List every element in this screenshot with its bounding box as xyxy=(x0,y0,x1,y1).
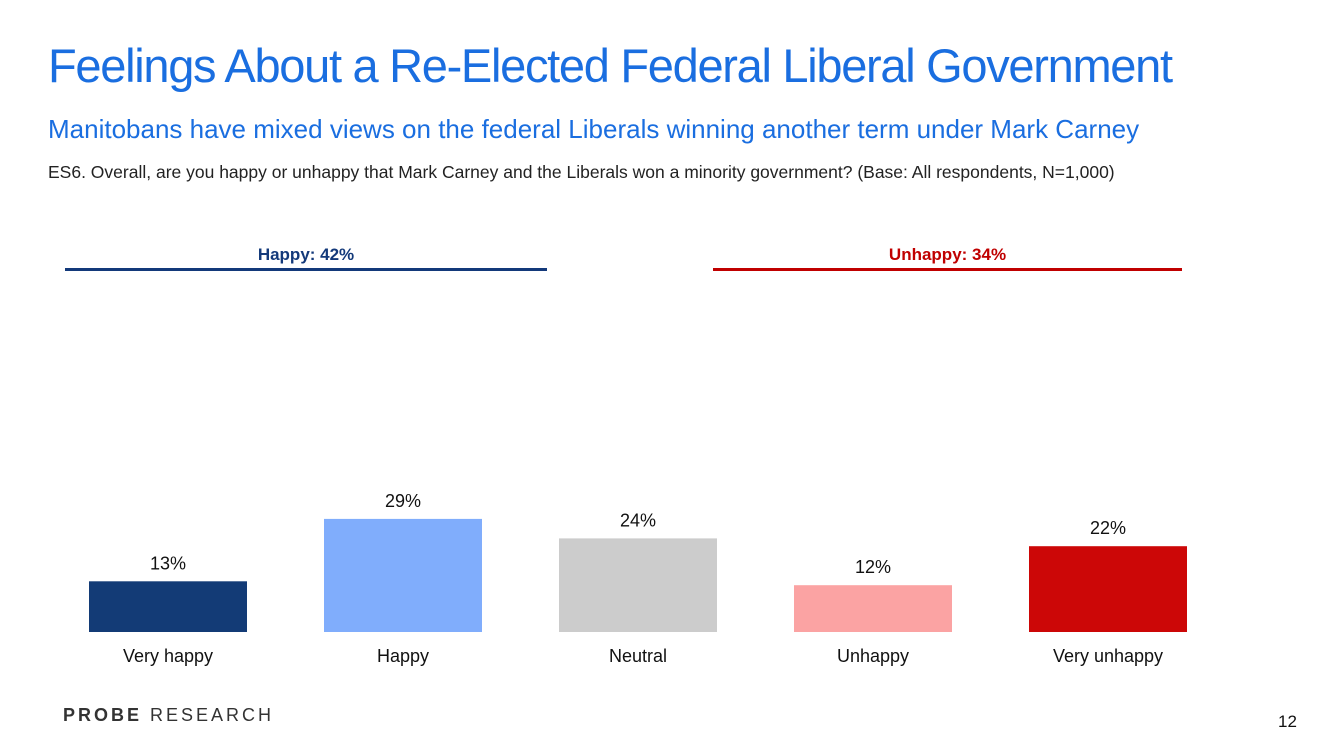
category-label-unhappy: Unhappy xyxy=(837,646,909,666)
bar-happy xyxy=(324,518,482,632)
happy-summary-line xyxy=(65,268,547,271)
value-label-unhappy: 12% xyxy=(855,557,891,577)
probe-research-logo: PROBE RESEARCH xyxy=(63,705,274,727)
logo-light-text: RESEARCH xyxy=(150,705,275,725)
happy-summary-label: Happy: 42% xyxy=(257,245,355,264)
category-label-happy: Happy xyxy=(377,646,429,666)
category-label-very-unhappy: Very unhappy xyxy=(1053,646,1163,666)
page-title: Feelings About a Re-Elected Federal Libe… xyxy=(48,39,1173,92)
survey-question: ES6. Overall, are you happy or unhappy t… xyxy=(48,162,1115,182)
bar-unhappy xyxy=(794,585,952,632)
category-label-neutral: Neutral xyxy=(609,646,667,666)
unhappy-summary-label: Unhappy: 34% xyxy=(888,245,1007,264)
value-label-very-unhappy: 22% xyxy=(1090,518,1126,538)
value-label-neutral: 24% xyxy=(620,510,656,530)
logo-bold-text: PROBE xyxy=(63,705,143,725)
page-number: 12 xyxy=(1278,712,1297,731)
category-label-very-happy: Very happy xyxy=(123,646,213,666)
bar-neutral xyxy=(559,538,717,632)
bar-very-happy xyxy=(89,581,247,632)
unhappy-summary-line xyxy=(713,268,1182,271)
page-subtitle: Manitobans have mixed views on the feder… xyxy=(48,114,1140,144)
value-label-very-happy: 13% xyxy=(150,553,186,573)
value-label-happy: 29% xyxy=(385,491,421,511)
bar-very-unhappy xyxy=(1029,546,1187,632)
